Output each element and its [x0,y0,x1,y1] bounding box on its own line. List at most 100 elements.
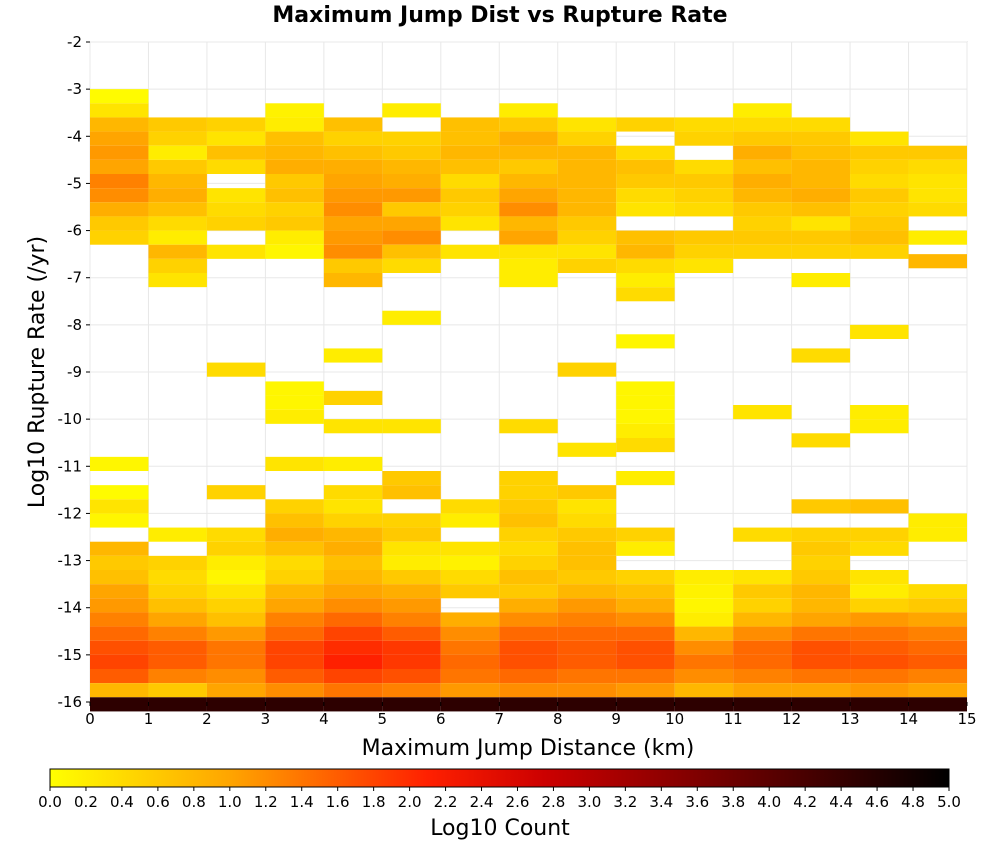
heatmap-cell [499,159,558,174]
y-tick-label: -14 [58,599,83,617]
heatmap-cell [90,697,149,712]
heatmap-cell [265,626,324,641]
heatmap-cells [90,89,967,712]
heatmap-cell [791,584,851,599]
heatmap-cell [616,273,675,288]
heatmap-cell [323,258,383,273]
heatmap-cell [791,654,851,669]
heatmap-cell [206,669,266,684]
heatmap-cell [850,202,909,217]
heatmap-cell [382,310,441,325]
heatmap-cell [850,584,909,599]
heatmap-cell [616,117,675,132]
heatmap-cell [382,419,441,434]
heatmap-cell [733,669,792,684]
heatmap-cell [382,584,441,599]
y-tick-label: -11 [58,457,83,475]
y-axis-label: Log10 Rupture Rate (/yr) [25,236,50,508]
heatmap-cell [908,513,967,528]
heatmap-cell [499,419,558,434]
heatmap-cell [616,395,675,410]
heatmap-cell [908,188,967,203]
heatmap-cell [148,131,207,146]
heatmap-cell [323,640,383,655]
heatmap-cell [90,570,149,585]
heatmap-cell [90,499,149,514]
heatmap-cell [440,555,500,570]
heatmap-cell [850,626,909,641]
heatmap-cell [323,669,383,684]
heatmap-cell [557,442,617,457]
heatmap-cell [440,683,500,698]
x-axis-label: Maximum Jump Distance (km) [362,736,695,761]
heatmap-cell [557,188,617,203]
heatmap-cell [674,244,734,259]
colorbar-tick-label: 3.4 [649,793,673,811]
heatmap-cell [908,145,967,160]
heatmap-cell [499,598,558,613]
heatmap-cell [148,216,207,231]
heatmap-cell [206,202,266,217]
x-tick-label: 7 [494,710,504,728]
colorbar-tick-label: 4.6 [865,793,889,811]
heatmap-cell [323,527,383,542]
heatmap-cell [557,230,617,245]
heatmap-cell [499,258,558,273]
heatmap-cell [323,697,383,712]
heatmap-cell [908,174,967,189]
heatmap-cell [265,117,324,132]
heatmap-cell [791,131,851,146]
colorbar-tick-label: 3.0 [577,793,601,811]
heatmap-cell [499,145,558,160]
heatmap-cell [616,334,675,349]
heatmap-cell [382,202,441,217]
heatmap-cell [382,244,441,259]
heatmap-cell [382,174,441,189]
heatmap-cell [733,103,792,118]
heatmap-cell [499,555,558,570]
heatmap-cell [908,669,967,684]
heatmap-cell [323,188,383,203]
heatmap-cell [206,598,266,613]
heatmap-cell [148,555,207,570]
heatmap-cell [265,159,324,174]
heatmap-cell [265,513,324,528]
heatmap-cell [499,626,558,641]
heatmap-cell [733,131,792,146]
heatmap-cell [674,584,734,599]
colorbar-label: Log10 Count [430,816,570,841]
colorbar-tick-label: 1.0 [218,793,242,811]
heatmap-cell [791,244,851,259]
heatmap-cell [382,527,441,542]
heatmap-cell [323,683,383,698]
heatmap-cell [206,145,266,160]
heatmap-cell [616,697,675,712]
heatmap-cell [440,131,500,146]
heatmap-cell [323,598,383,613]
heatmap-cell [440,216,500,231]
colorbar-tick-label: 4.2 [793,793,817,811]
heatmap-cell [733,145,792,160]
heatmap-cell [674,640,734,655]
heatmap-cell [616,626,675,641]
heatmap-cell [616,159,675,174]
x-tick-label: 1 [144,710,154,728]
heatmap-cell [382,541,441,556]
heatmap-cell [90,683,149,698]
heatmap-cell [908,527,967,542]
x-tick-label: 9 [611,710,621,728]
colorbar-tick-label: 2.8 [542,793,566,811]
heatmap-cell [499,202,558,217]
heatmap-cell [733,527,792,542]
x-tick-label: 13 [841,710,860,728]
heatmap-cell [265,612,324,627]
heatmap-cell [791,697,851,712]
heatmap-cell [323,348,383,363]
heatmap-cell [616,423,675,438]
colorbar-tick-label: 1.8 [362,793,386,811]
heatmap-cell [90,598,149,613]
heatmap-cell [499,273,558,288]
heatmap-cell [323,654,383,669]
heatmap-cell [382,626,441,641]
heatmap-cell [499,216,558,231]
